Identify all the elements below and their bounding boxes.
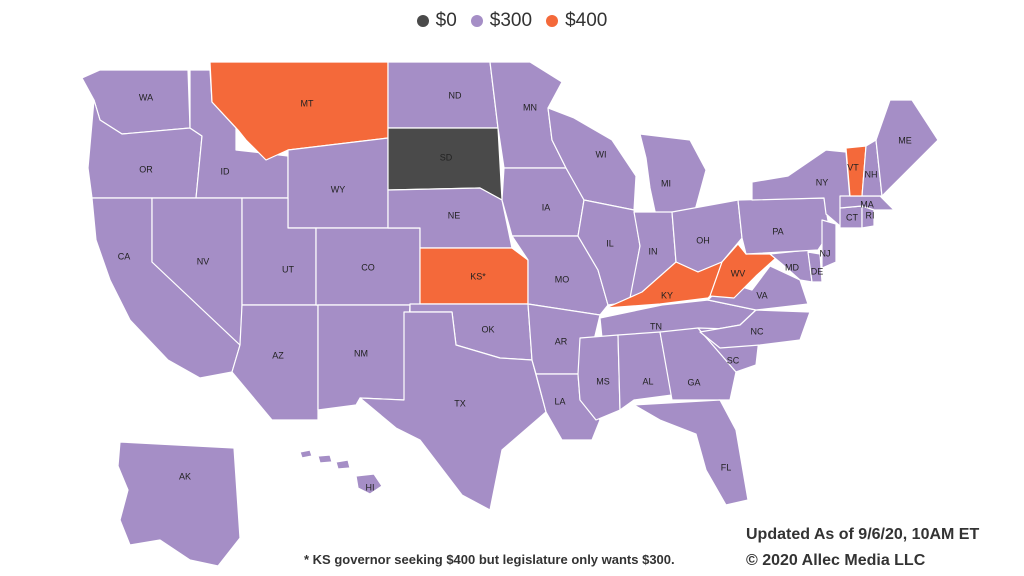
updated-timestamp: Updated As of 9/6/20, 10AM ET: [746, 526, 980, 543]
state-label-al: AL: [642, 376, 653, 386]
state-label-ar: AR: [555, 336, 568, 346]
state-label-la: LA: [554, 396, 565, 406]
legend-label-400: $400: [565, 10, 608, 31]
state-label-ks: KS*: [470, 271, 486, 281]
state-label-az: AZ: [272, 350, 284, 360]
state-label-ak: AK: [179, 471, 191, 481]
state-label-de: DE: [811, 266, 824, 276]
state-label-mo: MO: [555, 274, 570, 284]
legend-label-300: $300: [489, 10, 533, 31]
legend-label-zero: $0: [435, 10, 457, 31]
state-label-il: IL: [606, 238, 614, 248]
state-label-ca: CA: [118, 251, 131, 261]
state-label-ok: OK: [481, 324, 494, 334]
legend-item-400: $400: [546, 10, 607, 32]
state-label-nd: ND: [449, 90, 462, 100]
state-label-tn: TN: [650, 321, 662, 331]
state-label-nv: NV: [197, 256, 210, 266]
legend-swatch-zero: [416, 15, 429, 27]
state-label-ri: RI: [866, 210, 875, 220]
state-label-me: ME: [898, 135, 912, 145]
state-label-ct: CT: [846, 212, 858, 222]
state-az: [231, 304, 319, 421]
state-label-hi: HI: [366, 482, 375, 492]
state-label-wy: WY: [331, 184, 346, 194]
legend-swatch-300: [470, 15, 483, 27]
state-label-va: VA: [756, 290, 767, 300]
state-al: [617, 331, 673, 411]
state-label-wv: WV: [731, 268, 746, 278]
state-label-nm: NM: [354, 348, 368, 358]
hi-minor-island: [335, 459, 351, 470]
hi-minor-island: [317, 454, 333, 464]
states-layer: [81, 61, 939, 567]
state-label-md: MD: [785, 262, 799, 272]
state-me: [875, 99, 939, 197]
state-fl: [633, 399, 749, 506]
state-mi: [639, 133, 707, 217]
state-label-ms: MS: [596, 376, 610, 386]
legend-item-zero: $0: [416, 10, 457, 32]
state-label-in: IN: [649, 246, 658, 256]
state-label-ky: KY: [661, 290, 673, 300]
state-label-id: ID: [221, 166, 231, 176]
state-ak: [117, 441, 241, 567]
state-label-ne: NE: [448, 210, 461, 220]
state-label-ia: IA: [542, 202, 551, 212]
state-label-ma: MA: [860, 199, 874, 209]
footnote: * KS governor seeking $400 but legislatu…: [304, 552, 675, 567]
state-label-pa: PA: [772, 226, 783, 236]
state-wy: [287, 137, 389, 229]
state-label-fl: FL: [721, 462, 732, 472]
state-nc: [699, 309, 811, 349]
state-tx: [359, 311, 547, 511]
state-label-nj: NJ: [820, 248, 831, 258]
state-label-sd: SD: [440, 152, 453, 162]
state-de: [807, 251, 823, 283]
state-label-sc: SC: [727, 355, 740, 365]
state-ga: [659, 327, 737, 401]
state-pa: [737, 197, 831, 255]
state-label-vt: VT: [847, 162, 859, 172]
state-label-ut: UT: [282, 264, 294, 274]
copyright: © 2020 Allec Media LLC: [746, 552, 926, 569]
state-label-mt: MT: [301, 98, 314, 108]
state-nd: [387, 61, 499, 129]
state-label-wa: WA: [139, 92, 153, 102]
state-label-nc: NC: [751, 326, 764, 336]
legend: $0 $300 $400: [0, 10, 1024, 32]
state-label-mi: MI: [661, 178, 671, 188]
state-label-wi: WI: [596, 149, 607, 159]
state-label-tx: TX: [454, 398, 466, 408]
state-label-mn: MN: [523, 102, 537, 112]
state-label-or: OR: [139, 164, 153, 174]
state-label-oh: OH: [696, 235, 710, 245]
labels-layer: WA OR CA ID NV MT WY UT AZ CO NM ND SD NE KS* OK TX MN IA M…: [118, 90, 912, 492]
legend-swatch-400: [546, 15, 559, 27]
state-label-ny: NY: [816, 177, 829, 187]
state-hi: [355, 473, 383, 495]
state-label-nh: NH: [865, 169, 878, 179]
state-label-co: CO: [361, 262, 375, 272]
state-label-ga: GA: [687, 377, 700, 387]
hi-minor-island: [299, 449, 313, 459]
state-nj: [821, 219, 837, 269]
legend-item-300: $300: [470, 10, 533, 32]
